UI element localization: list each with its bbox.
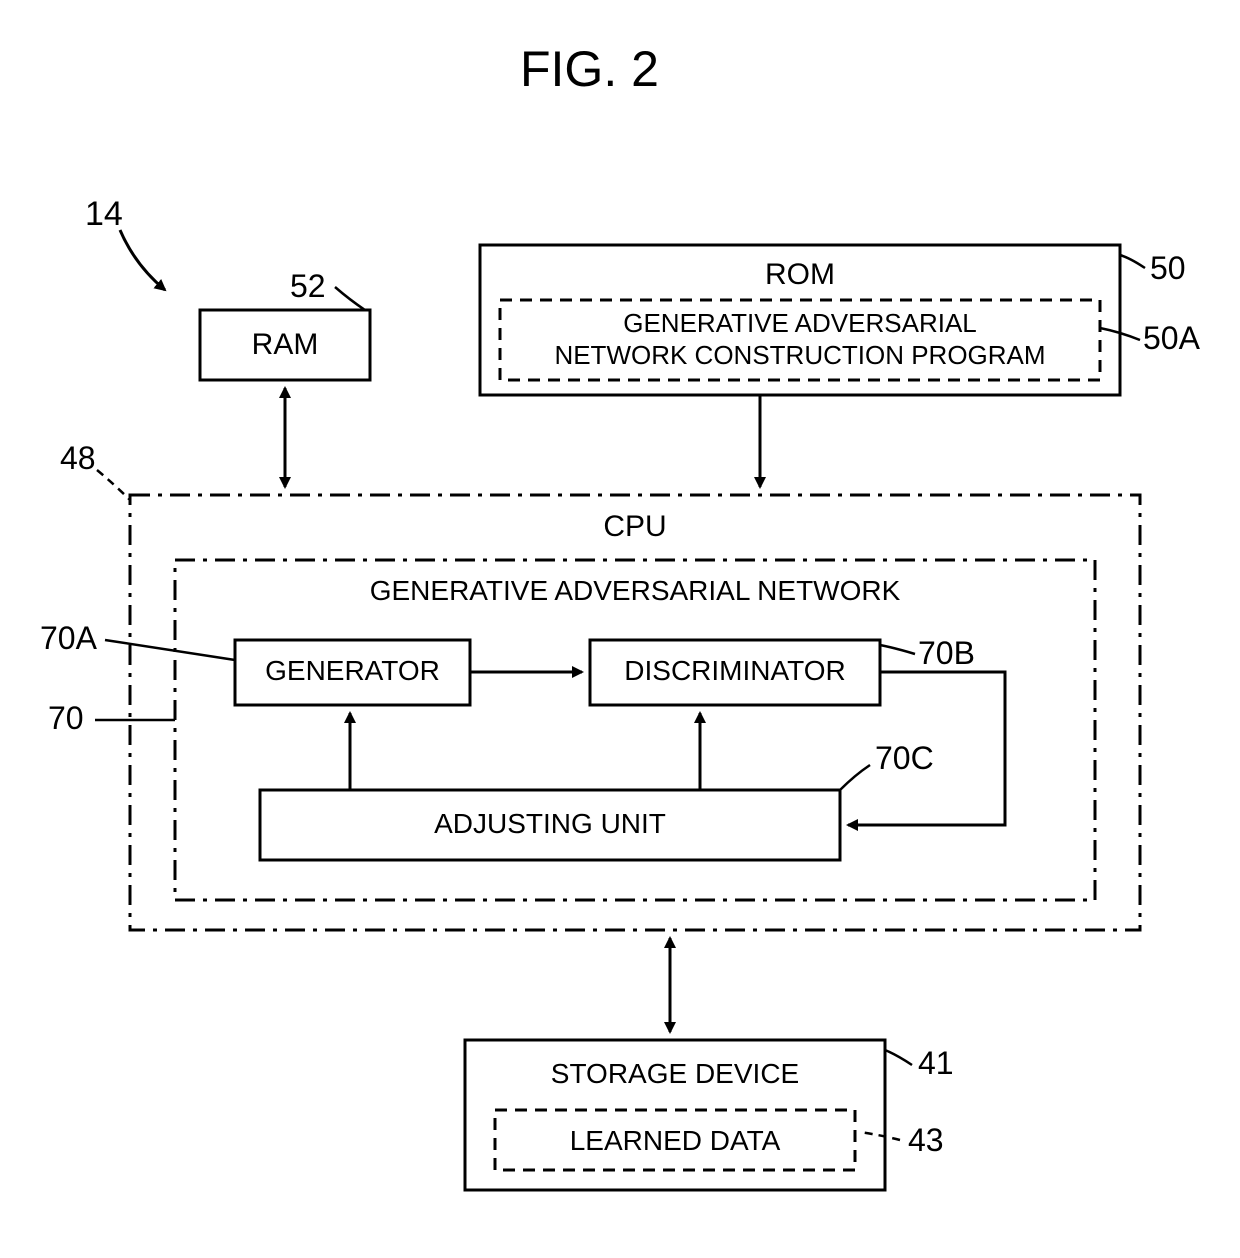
storage-device-label: STORAGE DEVICE — [465, 1058, 885, 1090]
leader-70B — [880, 645, 915, 654]
discriminator-label: DISCRIMINATOR — [590, 655, 880, 687]
adjusting-unit-label: ADJUSTING UNIT — [260, 808, 840, 840]
leader-70C — [840, 765, 870, 790]
leader-50 — [1120, 255, 1145, 268]
leader-48 — [97, 470, 130, 500]
cpu-label: CPU — [130, 510, 1140, 544]
ref-50A: 50A — [1143, 320, 1200, 357]
ref-43: 43 — [908, 1122, 944, 1159]
ref-70B: 70B — [918, 635, 975, 672]
ref-48: 48 — [60, 440, 96, 477]
gan-box — [175, 560, 1095, 900]
gan-program-line1: GENERATIVE ADVERSARIAL — [500, 308, 1100, 339]
ref-52: 52 — [290, 268, 326, 305]
ram-label: RAM — [200, 328, 370, 362]
figure-title: FIG. 2 — [520, 40, 659, 98]
ref-41: 41 — [918, 1045, 954, 1082]
learned-data-label: LEARNED DATA — [495, 1125, 855, 1157]
ref-70C: 70C — [875, 740, 934, 777]
leader-52 — [335, 287, 365, 310]
gan-label: GENERATIVE ADVERSARIAL NETWORK — [175, 575, 1095, 607]
pointer-14 — [120, 230, 165, 290]
leader-41 — [885, 1050, 912, 1065]
gan-program-line2: NETWORK CONSTRUCTION PROGRAM — [500, 340, 1100, 371]
rom-label: ROM — [480, 258, 1120, 292]
generator-label: GENERATOR — [235, 655, 470, 687]
ref-14: 14 — [85, 195, 123, 234]
leader-43 — [860, 1132, 900, 1140]
ref-50: 50 — [1150, 250, 1186, 287]
ref-70: 70 — [48, 700, 84, 737]
ref-70A: 70A — [40, 620, 97, 657]
leader-70A — [105, 640, 235, 660]
